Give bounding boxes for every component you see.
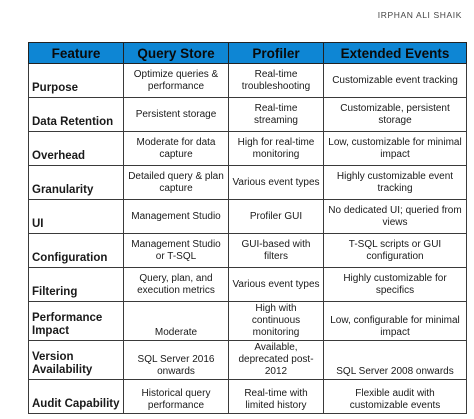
table-row: Audit Capability Historical query perfor… — [28, 379, 467, 414]
extended-events-cell: Highly customizable for specifics — [323, 267, 467, 302]
profiler-cell: Profiler GUI — [228, 199, 324, 234]
query-store-cell: Moderate for data capture — [123, 131, 229, 166]
comparison-table: Feature Query Store Profiler Extended Ev… — [28, 42, 467, 414]
feature-cell: UI — [28, 199, 124, 234]
profiler-cell: Real-time with limited history — [228, 379, 324, 414]
query-store-cell: SQL Server 2016 onwards — [123, 340, 229, 380]
profiler-cell: High with continuous monitoring — [228, 301, 324, 341]
profiler-cell: GUI-based with filters — [228, 233, 324, 268]
extended-events-cell: Customizable, persistent storage — [323, 97, 467, 132]
profiler-cell: Available, deprecated post-2012 — [228, 340, 324, 380]
extended-events-cell: Customizable event tracking — [323, 63, 467, 98]
table-row: UI Management Studio Profiler GUI No ded… — [28, 199, 467, 234]
table-header: Feature Query Store Profiler Extended Ev… — [28, 42, 467, 64]
extended-events-cell: SQL Server 2008 onwards — [323, 340, 467, 380]
query-store-cell: Optimize queries & performance — [123, 63, 229, 98]
header-extended-events: Extended Events — [323, 42, 467, 64]
header-query-store: Query Store — [123, 42, 229, 64]
feature-cell: Overhead — [28, 131, 124, 166]
feature-cell: Configuration — [28, 233, 124, 268]
extended-events-cell: No dedicated UI; queried from views — [323, 199, 467, 234]
profiler-cell: Real-time troubleshooting — [228, 63, 324, 98]
table-body: Purpose Optimize queries & performance R… — [28, 63, 467, 414]
feature-cell: Purpose — [28, 63, 124, 98]
table-row: Filtering Query, plan, and execution met… — [28, 267, 467, 302]
header-profiler: Profiler — [228, 42, 324, 64]
extended-events-cell: Highly customizable event tracking — [323, 165, 467, 200]
table-row: Version Availability SQL Server 2016 onw… — [28, 340, 467, 380]
query-store-cell: Detailed query & plan capture — [123, 165, 229, 200]
header-feature: Feature — [28, 42, 124, 64]
table-row: Granularity Detailed query & plan captur… — [28, 165, 467, 200]
query-store-cell: Moderate — [123, 301, 229, 341]
extended-events-cell: T-SQL scripts or GUI configuration — [323, 233, 467, 268]
feature-cell: Performance Impact — [28, 301, 124, 341]
profiler-cell: Various event types — [228, 165, 324, 200]
extended-events-cell: Flexible audit with customizable events — [323, 379, 467, 414]
table-row: Data Retention Persistent storage Real-t… — [28, 97, 467, 132]
table-row: Purpose Optimize queries & performance R… — [28, 63, 467, 98]
profiler-cell: Real-time streaming — [228, 97, 324, 132]
feature-cell: Version Availability — [28, 340, 124, 380]
table-row: Performance Impact Moderate High with co… — [28, 301, 467, 341]
feature-cell: Audit Capability — [28, 379, 124, 414]
query-store-cell: Query, plan, and execution metrics — [123, 267, 229, 302]
query-store-cell: Management Studio — [123, 199, 229, 234]
header-row: Feature Query Store Profiler Extended Ev… — [28, 42, 467, 64]
author-name: IRPHAN ALI SHAIK — [377, 10, 462, 20]
extended-events-cell: Low, configurable for minimal impact — [323, 301, 467, 341]
extended-events-cell: Low, customizable for minimal impact — [323, 131, 467, 166]
profiler-cell: Various event types — [228, 267, 324, 302]
table-row: Overhead Moderate for data capture High … — [28, 131, 467, 166]
feature-cell: Data Retention — [28, 97, 124, 132]
query-store-cell: Persistent storage — [123, 97, 229, 132]
feature-cell: Filtering — [28, 267, 124, 302]
query-store-cell: Historical query performance — [123, 379, 229, 414]
profiler-cell: High for real-time monitoring — [228, 131, 324, 166]
table-row: Configuration Management Studio or T-SQL… — [28, 233, 467, 268]
feature-cell: Granularity — [28, 165, 124, 200]
query-store-cell: Management Studio or T-SQL — [123, 233, 229, 268]
